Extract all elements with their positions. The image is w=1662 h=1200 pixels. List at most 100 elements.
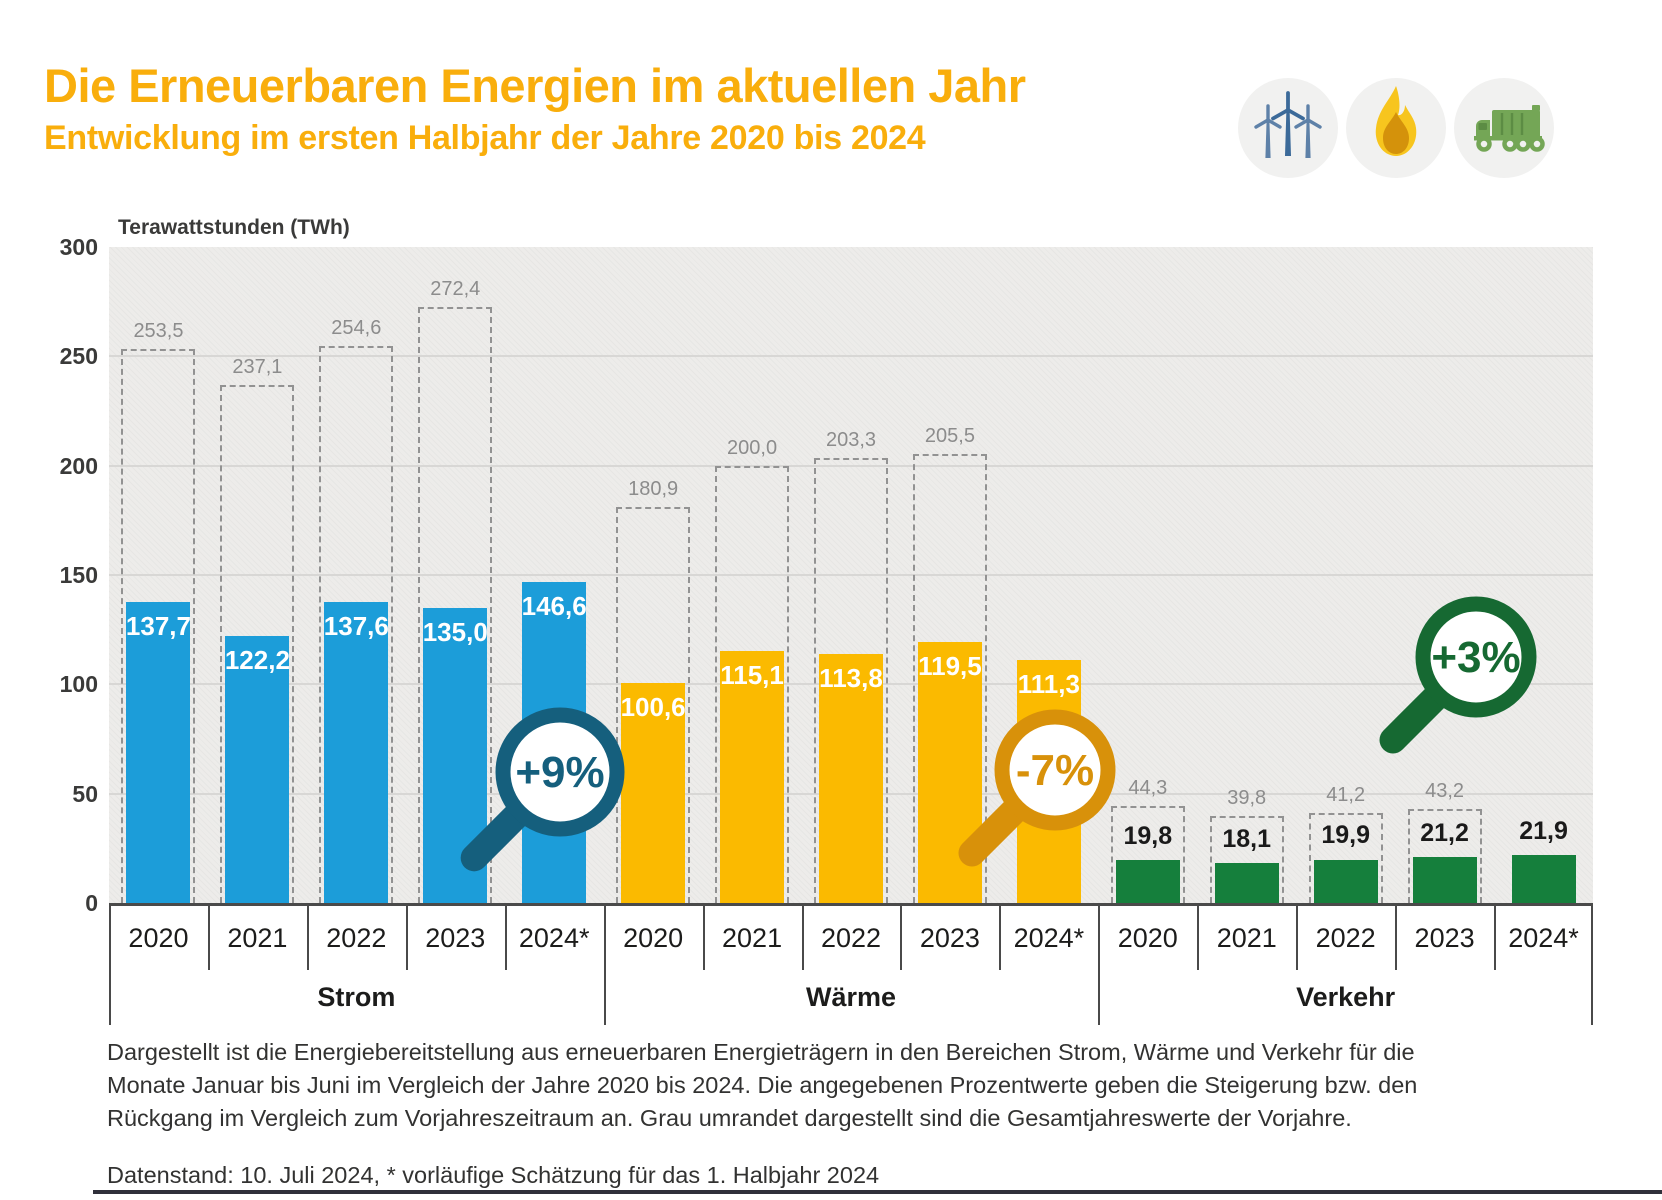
y-tick-label-150: 150	[59, 562, 98, 588]
fullyear-outline-Verkehr-2020	[1110, 806, 1185, 903]
bar-Verkehr-2020	[1115, 859, 1180, 903]
fullyear-outline-Wärme-2020	[616, 507, 691, 903]
fullyear-value-Strom-2023: 272,4	[430, 278, 481, 301]
x-tick-year-2020: 2020	[623, 923, 684, 953]
garbage-truck-glyph	[1474, 105, 1545, 152]
bar-Verkehr-2022	[1313, 859, 1378, 903]
wind-turbines-glyph	[1254, 91, 1322, 158]
bar-Strom-2024*	[522, 582, 587, 903]
y-tick-label-200: 200	[59, 452, 98, 479]
bar-value-Verkehr-2023: 21,2	[1420, 818, 1469, 847]
x-tick-year-2020: 2020	[1117, 923, 1178, 953]
fullyear-value-Verkehr-2021: 39,8	[1227, 786, 1267, 809]
fullyear-outline-Wärme-2023	[912, 453, 987, 903]
year-divider	[504, 906, 507, 970]
bar-value-Strom-2023: 135,0	[422, 616, 488, 647]
bar-value-Strom-2021: 122,2	[224, 644, 290, 675]
x-tick-year-2023: 2023	[1414, 923, 1475, 953]
bar-value-Wärme-2021: 115,1	[720, 660, 784, 691]
x-tick-year-2023: 2023	[425, 923, 486, 953]
group-divider	[1098, 906, 1101, 1025]
fullyear-value-Strom-2022: 254,6	[331, 317, 382, 340]
wind-turbines-icon	[1238, 78, 1338, 178]
bar-Wärme-2022	[819, 654, 883, 903]
y-tick-label-250: 250	[59, 343, 98, 370]
gridline-250	[109, 355, 1593, 358]
bar-value-Verkehr-2022: 19,9	[1321, 821, 1370, 850]
fullyear-outline-Verkehr-2022	[1308, 812, 1383, 903]
bar-chart-plot-area: 253,5 137,7 237,1 122,2 254,6 137,6 272,4 135,0…	[109, 247, 1593, 903]
garbage-truck-icon	[1454, 78, 1554, 178]
year-divider	[702, 906, 705, 970]
bar-value-Verkehr-2020: 19,8	[1123, 821, 1173, 850]
x-tick-year-2022: 2022	[1315, 923, 1376, 953]
group-label-Strom: Strom	[317, 982, 396, 1012]
fullyear-value-Wärme-2022: 203,3	[825, 429, 877, 452]
fullyear-outline-Wärme-2022	[814, 458, 888, 903]
y-tick-label-300: 300	[59, 234, 98, 260]
y-axis-label: Terawattstunden (TWh)	[118, 216, 350, 239]
bar-Strom-2023	[423, 607, 488, 903]
fullyear-value-Wärme-2021: 200,0	[727, 436, 778, 459]
y-tick-label-0: 0	[85, 890, 98, 916]
group-label-Verkehr: Verkehr	[1296, 982, 1396, 1012]
fullyear-value-Strom-2021: 237,1	[232, 355, 283, 378]
bottom-divider	[93, 1190, 1662, 1194]
year-divider	[306, 906, 309, 970]
x-tick-year-2021: 2021	[1216, 923, 1277, 953]
bar-value-Wärme-2020: 100,6	[620, 692, 686, 723]
gridline-200	[109, 464, 1593, 467]
fullyear-value-Verkehr-2020: 44,3	[1128, 777, 1168, 800]
flame-glyph	[1375, 86, 1417, 156]
year-divider	[801, 906, 804, 970]
bar-Strom-2021	[225, 635, 290, 903]
fullyear-value-Wärme-2023: 205,5	[924, 424, 975, 447]
page-title: Die Erneuerbaren Energien im aktuellen J…	[44, 59, 1026, 112]
fullyear-outline-Strom-2020	[121, 348, 196, 903]
bar-value-Wärme-2023: 119,5	[918, 650, 982, 681]
fullyear-outline-Verkehr-2023	[1407, 808, 1482, 903]
bar-Strom-2020	[126, 601, 191, 903]
page-subtitle: Entwicklung im ersten Halbjahr der Jahre…	[44, 119, 926, 157]
bar-Wärme-2020	[621, 683, 686, 903]
x-tick-year-2021: 2021	[722, 923, 783, 953]
group-divider	[1591, 906, 1593, 1025]
group-divider	[109, 906, 111, 1025]
bar-Verkehr-2024*	[1511, 855, 1576, 903]
year-divider	[900, 906, 903, 970]
bar-value-Wärme-2022: 113,8	[819, 663, 883, 694]
bar-value-Strom-2022: 137,6	[323, 611, 389, 642]
x-tick-year-2024*: 2024*	[518, 923, 590, 953]
group-label-Wärme: Wärme	[805, 982, 896, 1012]
fullyear-value-Strom-2020: 253,5	[133, 319, 184, 342]
bar-Verkehr-2023	[1412, 856, 1477, 903]
fullyear-value-Wärme-2020: 180,9	[628, 478, 679, 501]
x-tick-year-2023: 2023	[919, 923, 980, 953]
badge-percent-text: +3%	[1431, 633, 1520, 682]
bar-Verkehr-2021	[1214, 863, 1279, 903]
gridline-150	[109, 574, 1593, 576]
bar-Wärme-2021	[720, 651, 785, 903]
bar-Strom-2022	[324, 602, 389, 903]
year-divider	[999, 906, 1002, 970]
bar-value-Strom-2020: 137,7	[125, 610, 191, 641]
fullyear-outline-Verkehr-2021	[1209, 815, 1284, 903]
fullyear-outline-Strom-2021	[220, 384, 295, 903]
x-tick-year-2024*: 2024*	[1013, 923, 1085, 953]
bar-value-Verkehr-2024*: 21,9	[1519, 817, 1568, 846]
bar-value-Verkehr-2021: 18,1	[1222, 825, 1272, 854]
x-tick-year-2024*: 2024*	[1508, 923, 1579, 953]
group-divider	[603, 906, 606, 1025]
year-divider	[207, 906, 210, 970]
magnifier-icon: +3%	[1379, 596, 1537, 754]
x-tick-year-2021: 2021	[227, 923, 288, 953]
fullyear-outline-Strom-2023	[418, 307, 493, 903]
year-divider	[1494, 906, 1497, 970]
year-divider	[405, 906, 408, 970]
y-tick-label-50: 50	[72, 780, 98, 807]
fullyear-outline-Strom-2022	[319, 346, 394, 903]
year-divider	[1395, 906, 1398, 970]
data-status-line: Datenstand: 10. Juli 2024, * vorläufige …	[107, 1162, 880, 1188]
x-tick-year-2022: 2022	[820, 923, 882, 953]
